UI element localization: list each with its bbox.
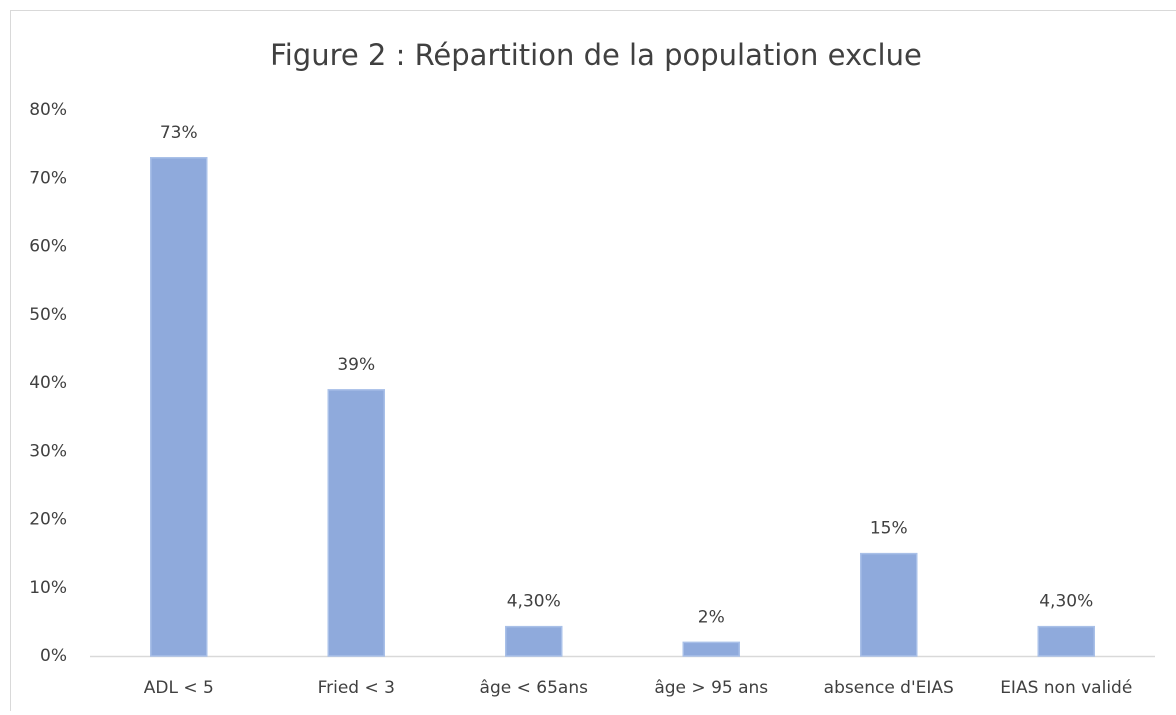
y-tick-label: 70% — [29, 168, 67, 188]
data-label: 4,30% — [1039, 592, 1093, 612]
y-tick-label: 20% — [29, 510, 67, 530]
x-tick-label: ADL < 5 — [144, 678, 214, 698]
bar — [1038, 627, 1094, 656]
y-tick-label: 60% — [29, 237, 67, 257]
data-label: 2% — [698, 607, 725, 627]
y-tick-label: 80% — [29, 100, 67, 120]
bar — [151, 158, 207, 656]
bar — [506, 627, 562, 656]
chart-title: Figure 2 : Répartition de la population … — [270, 38, 922, 72]
x-tick-label: absence d'EIAS — [824, 678, 954, 698]
data-label: 39% — [337, 355, 375, 375]
x-tick-label: Fried < 3 — [318, 678, 395, 698]
bar — [328, 390, 384, 656]
x-tick-label: âge > 95 ans — [654, 678, 768, 698]
y-tick-label: 40% — [29, 373, 67, 393]
y-tick-label: 10% — [29, 578, 67, 598]
x-tick-label: âge < 65ans — [480, 678, 589, 698]
y-tick-label: 50% — [29, 305, 67, 325]
y-tick-label: 0% — [40, 646, 67, 666]
bar — [683, 642, 739, 656]
x-tick-label: EIAS non validé — [1000, 678, 1132, 698]
y-tick-label: 30% — [29, 441, 67, 461]
data-label: 15% — [870, 519, 908, 539]
data-label: 73% — [160, 123, 198, 143]
bar — [861, 554, 917, 656]
data-label: 4,30% — [507, 592, 561, 612]
